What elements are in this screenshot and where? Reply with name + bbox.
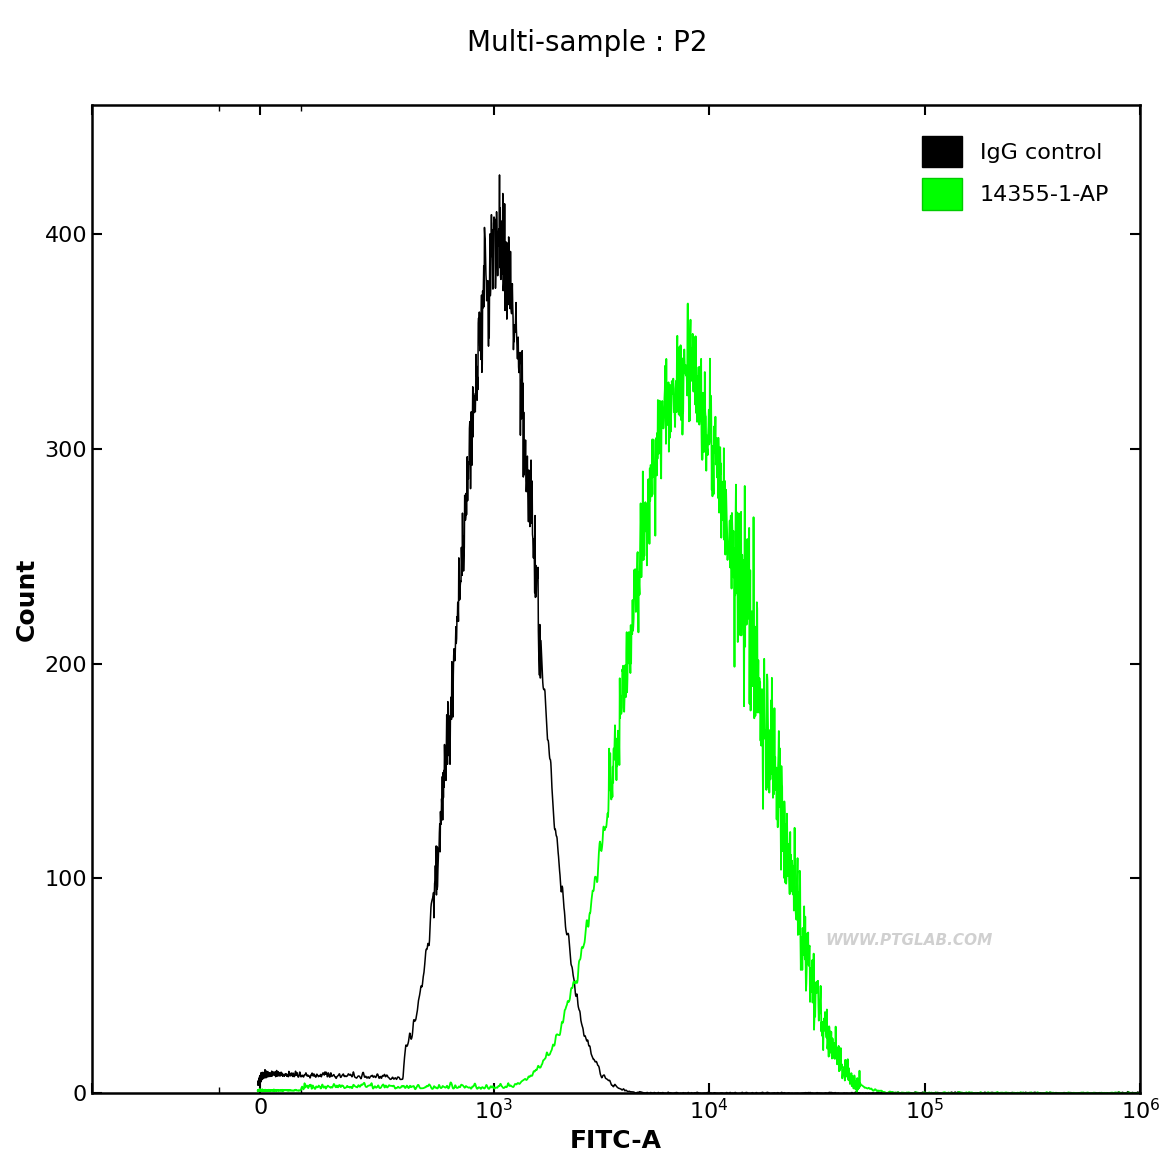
Legend: IgG control, 14355-1-AP: IgG control, 14355-1-AP <box>913 127 1119 218</box>
Text: WWW.PTGLAB.COM: WWW.PTGLAB.COM <box>826 933 993 948</box>
X-axis label: FITC-A: FITC-A <box>570 1129 663 1153</box>
Y-axis label: Count: Count <box>15 557 39 641</box>
Text: Multi-sample : P2: Multi-sample : P2 <box>468 29 707 57</box>
